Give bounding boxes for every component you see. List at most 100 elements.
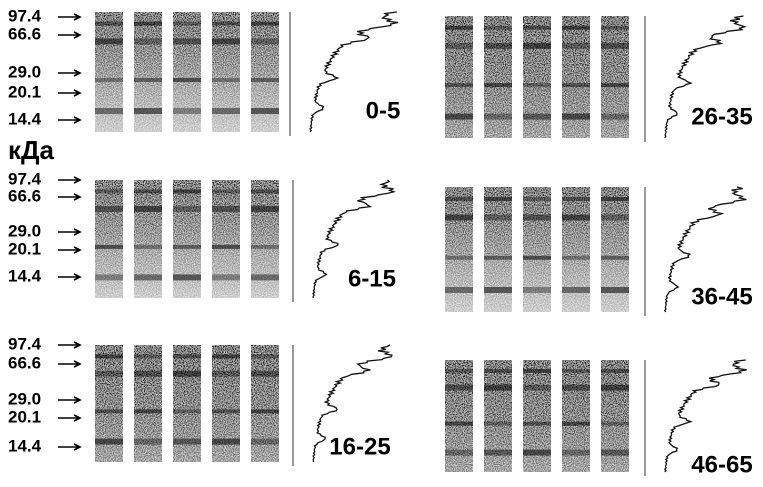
gel-lane <box>484 187 512 312</box>
gel-band <box>134 354 162 358</box>
gel-band <box>523 422 551 426</box>
gel-band <box>173 371 201 377</box>
gel-band <box>173 409 201 413</box>
gel-band <box>251 409 279 413</box>
gel-band <box>523 43 551 49</box>
gel-band <box>601 256 629 260</box>
gel-band <box>445 422 473 426</box>
gel-band <box>484 385 512 391</box>
gel-band <box>251 274 279 280</box>
gel-band <box>445 83 473 87</box>
gel-band <box>134 245 162 249</box>
gel-band <box>173 245 201 249</box>
gel-band <box>562 215 590 221</box>
gel-band <box>445 114 473 120</box>
gel-band <box>134 38 162 44</box>
gel-panel: 46-65 <box>445 360 753 478</box>
gel-band <box>445 215 473 221</box>
gel-lane <box>601 187 629 312</box>
gel-band <box>212 22 240 26</box>
gel-band <box>523 287 551 293</box>
gel-band <box>484 114 512 120</box>
gel-band <box>95 38 123 44</box>
gel-band <box>251 22 279 26</box>
gel-band <box>523 26 551 30</box>
gel-band <box>523 83 551 87</box>
gel-band <box>562 83 590 87</box>
gel-band <box>95 274 123 280</box>
gel-band <box>445 43 473 49</box>
marker-arrow <box>58 177 80 183</box>
gel-lane <box>445 187 473 312</box>
gel-band <box>173 38 201 44</box>
gel-band <box>484 287 512 293</box>
gel-lane <box>562 16 590 138</box>
gel-band <box>484 215 512 221</box>
gel-panel: 36-45 <box>445 187 753 316</box>
gel-band <box>562 114 590 120</box>
marker-arrow <box>58 415 80 421</box>
gel-band <box>523 256 551 260</box>
gel-band <box>134 108 162 114</box>
marker-arrow <box>58 229 80 235</box>
gel-band <box>601 26 629 30</box>
gel-band <box>484 369 512 373</box>
gel-band <box>134 409 162 413</box>
marker-label: 20.1 <box>8 82 41 101</box>
gel-band <box>251 354 279 358</box>
panel-label: 36-45 <box>691 283 752 310</box>
marker-arrow <box>58 247 80 253</box>
gel-band <box>173 108 201 114</box>
marker-arrow <box>58 70 80 76</box>
gel-band <box>601 385 629 391</box>
marker-arrow <box>58 397 80 403</box>
gel-lane <box>562 187 590 312</box>
gel-band <box>562 197 590 201</box>
gel-band <box>251 108 279 114</box>
marker-arrow <box>58 274 80 280</box>
gel-band <box>445 256 473 260</box>
marker-label: 66.6 <box>8 186 41 205</box>
gel-band <box>212 245 240 249</box>
gel-band <box>134 371 162 377</box>
gel-band <box>601 197 629 201</box>
gel-band <box>173 439 201 445</box>
marker-label: 97.4 <box>8 334 42 353</box>
gel-band <box>251 38 279 44</box>
gel-band <box>95 409 123 413</box>
unit-label: кДа <box>8 135 55 165</box>
gel-band <box>134 189 162 193</box>
gel-band <box>601 422 629 426</box>
marker-arrow <box>58 342 80 348</box>
gel-band <box>523 215 551 221</box>
gel-band <box>212 274 240 280</box>
gel-band <box>601 369 629 373</box>
gel-band <box>134 206 162 212</box>
gel-band <box>251 245 279 249</box>
gel-band <box>562 256 590 260</box>
gel-lane <box>601 16 629 138</box>
marker-arrow <box>58 361 80 367</box>
gel-band <box>601 287 629 293</box>
gel-band <box>484 26 512 30</box>
gel-band <box>212 354 240 358</box>
gel-band <box>484 43 512 49</box>
gel-band <box>173 206 201 212</box>
gel-band <box>95 189 123 193</box>
panel-label: 16-25 <box>329 433 390 460</box>
gel-band <box>173 274 201 280</box>
gel-band <box>251 439 279 445</box>
gel-band <box>523 450 551 456</box>
marker-label: 14.4 <box>8 266 42 285</box>
gel-lane <box>523 187 551 312</box>
gel-band <box>251 371 279 377</box>
gel-band <box>95 245 123 249</box>
gel-band <box>523 197 551 201</box>
gel-band <box>484 83 512 87</box>
gel-band <box>562 450 590 456</box>
marker-arrow <box>58 444 80 450</box>
marker-arrow <box>58 14 80 20</box>
gel-band <box>484 450 512 456</box>
marker-label: 20.1 <box>8 239 41 258</box>
